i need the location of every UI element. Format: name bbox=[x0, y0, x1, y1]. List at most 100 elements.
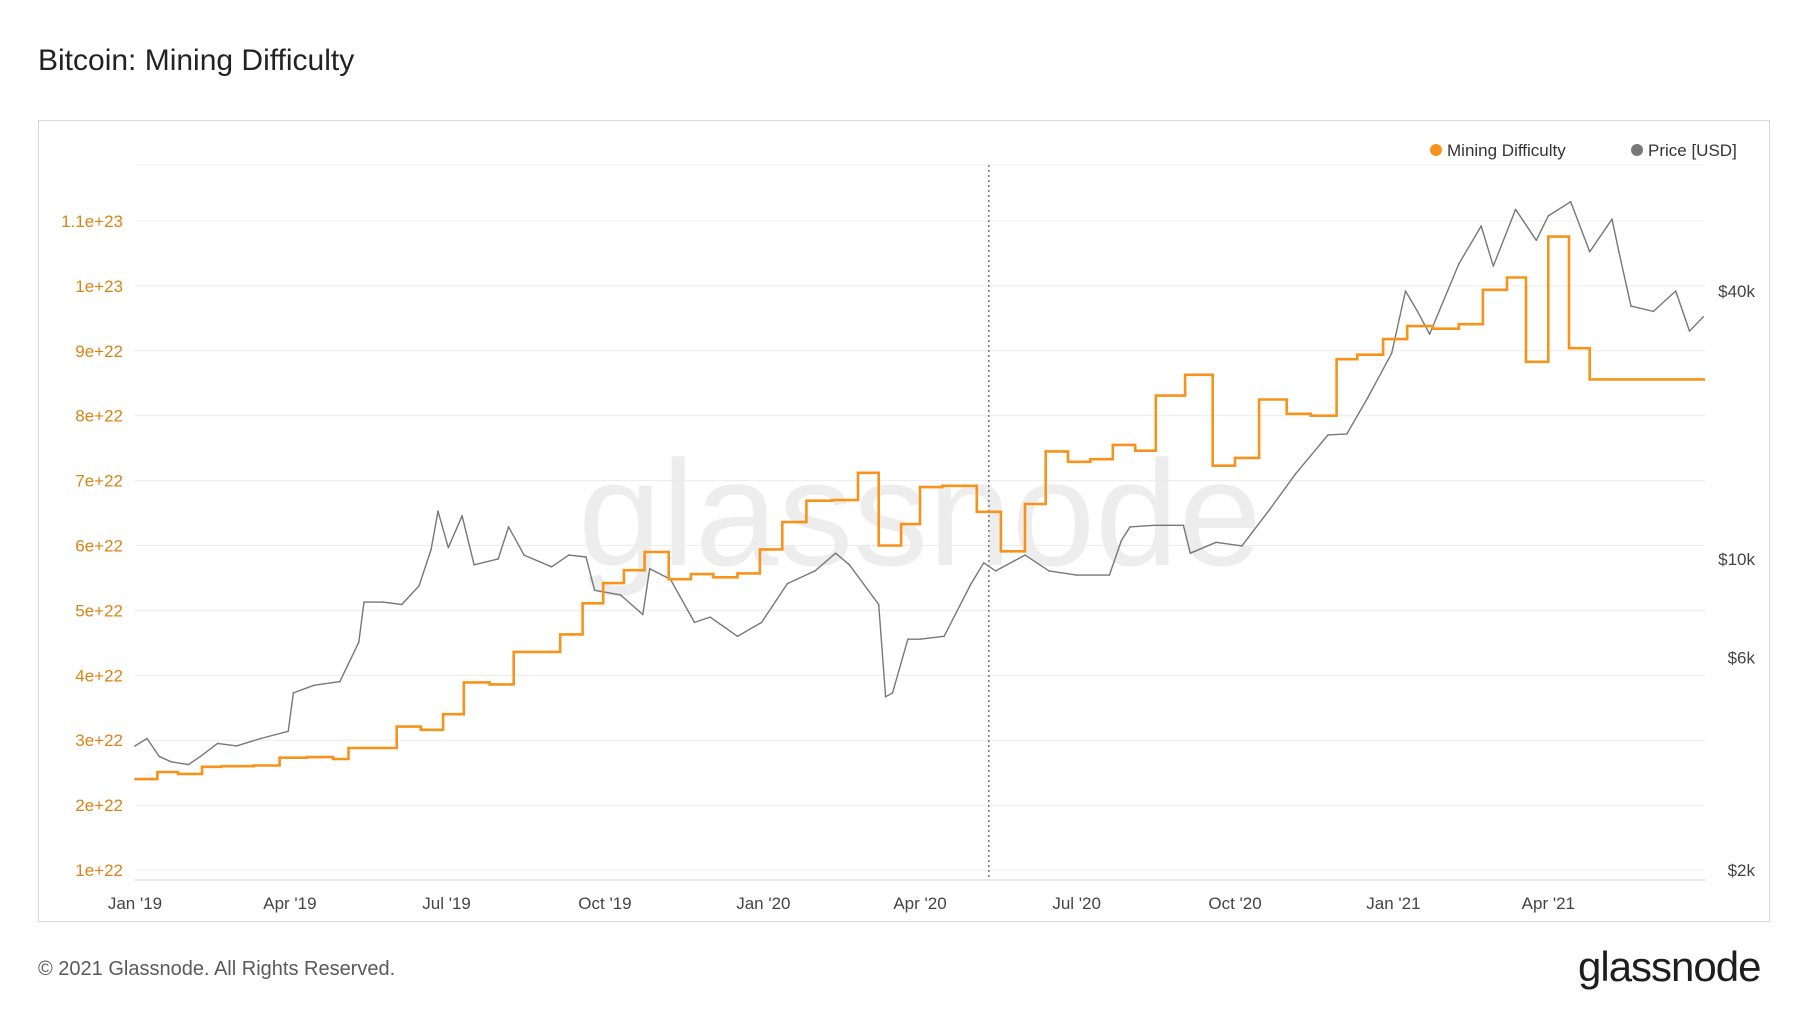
price-point bbox=[1458, 263, 1460, 265]
price-point bbox=[1702, 316, 1705, 318]
price-point bbox=[313, 684, 315, 687]
difficulty-point bbox=[419, 728, 422, 731]
price-point bbox=[1514, 208, 1517, 211]
price-point bbox=[1428, 333, 1431, 335]
legend-price-label: Price [USD] bbox=[1648, 141, 1737, 160]
difficulty-point bbox=[857, 471, 860, 474]
y-left-tick-label: 5e+22 bbox=[75, 601, 123, 620]
copyright-footer: © 2021 Glassnode. All Rights Reserved. bbox=[38, 958, 396, 980]
price-point bbox=[497, 558, 500, 560]
difficulty-point bbox=[1481, 288, 1484, 291]
difficulty-point bbox=[278, 756, 281, 759]
price-point bbox=[1390, 352, 1393, 354]
price-point bbox=[1024, 554, 1026, 556]
price-point bbox=[1618, 250, 1620, 253]
difficulty-point bbox=[1588, 378, 1591, 381]
x-tick-label: Apr '21 bbox=[1522, 894, 1575, 913]
price-point bbox=[1294, 473, 1297, 476]
difficulty-point bbox=[667, 578, 670, 581]
price-point bbox=[1327, 434, 1329, 436]
legend-difficulty-label: Mining Difficulty bbox=[1447, 141, 1566, 160]
glassnode-logo: glassnode bbox=[1578, 943, 1761, 990]
difficulty-point bbox=[462, 681, 465, 684]
price-point bbox=[884, 696, 887, 698]
y-left-tick-label: 2e+22 bbox=[75, 796, 123, 815]
difficulty-point bbox=[1382, 338, 1385, 341]
price-point bbox=[760, 621, 763, 624]
price-point bbox=[523, 554, 525, 556]
legend-price-dot bbox=[1631, 144, 1643, 156]
difficulty-point bbox=[1432, 327, 1435, 330]
difficulty-point bbox=[535, 650, 538, 653]
price-point bbox=[877, 603, 880, 606]
difficulty-point bbox=[643, 550, 646, 553]
price-point bbox=[1120, 539, 1123, 542]
difficulty-point bbox=[488, 683, 491, 686]
price-point bbox=[994, 570, 997, 572]
price-point bbox=[1404, 290, 1407, 292]
difficulty-point bbox=[622, 569, 625, 572]
x-tick-label: Apr '20 bbox=[893, 894, 946, 913]
price-point bbox=[1129, 526, 1131, 528]
y-left-tick-label: 1.1e+23 bbox=[61, 212, 123, 231]
price-point bbox=[158, 755, 160, 758]
difficulty-point bbox=[220, 765, 223, 768]
price-point bbox=[1241, 545, 1243, 547]
difficulty-point bbox=[512, 650, 515, 653]
price-point bbox=[339, 680, 341, 683]
difficulty-point bbox=[347, 746, 350, 749]
price-point bbox=[891, 692, 894, 694]
y-left-tick-label: 1e+23 bbox=[75, 277, 123, 296]
price-point bbox=[1674, 290, 1677, 292]
price-point bbox=[430, 548, 432, 551]
price-point bbox=[786, 582, 789, 585]
price-point bbox=[814, 570, 816, 572]
price-point bbox=[1215, 541, 1217, 544]
difficulty-point bbox=[1506, 276, 1509, 279]
price-point bbox=[199, 755, 202, 758]
x-tick-label: Jul '19 bbox=[422, 894, 471, 913]
price-point bbox=[1153, 524, 1155, 527]
chart-frame bbox=[38, 120, 1770, 922]
difficulty-point bbox=[1258, 398, 1261, 401]
difficulty-point bbox=[831, 499, 834, 502]
difficulty-point bbox=[877, 544, 880, 547]
y-left-tick-label: 4e+22 bbox=[75, 666, 123, 685]
y-right-tick-label: $10k bbox=[1718, 550, 1755, 569]
price-point bbox=[1480, 225, 1483, 227]
price-point bbox=[1569, 200, 1572, 203]
y-right-tick-label: $40k bbox=[1718, 282, 1755, 301]
difficulty-point bbox=[602, 582, 605, 585]
y-left-tick-label: 9e+22 bbox=[75, 342, 123, 361]
price-point bbox=[134, 745, 136, 747]
difficulty-point bbox=[900, 523, 903, 526]
price-series-line bbox=[134, 201, 1704, 766]
price-point bbox=[709, 616, 711, 618]
price-point bbox=[736, 635, 739, 638]
difficulty-point bbox=[1044, 450, 1047, 453]
difficulty-point bbox=[758, 548, 761, 551]
price-point bbox=[146, 737, 148, 740]
price-point bbox=[648, 568, 651, 570]
price-point bbox=[401, 603, 403, 606]
x-tick-label: Jan '20 bbox=[736, 894, 790, 913]
y-left-tick-label: 7e+22 bbox=[75, 472, 123, 491]
price-point bbox=[907, 638, 909, 641]
price-point bbox=[1535, 239, 1538, 242]
difficulty-point bbox=[805, 499, 808, 502]
x-tick-label: Oct '19 bbox=[578, 894, 631, 913]
difficulty-point bbox=[1234, 456, 1237, 459]
price-point bbox=[693, 621, 696, 624]
price-point bbox=[507, 526, 510, 528]
price-point bbox=[1611, 218, 1613, 220]
price-point bbox=[1075, 574, 1078, 576]
difficulty-point bbox=[1211, 464, 1214, 467]
price-point bbox=[969, 585, 971, 587]
difficulty-point bbox=[442, 713, 445, 716]
difficulty-point bbox=[581, 602, 584, 605]
difficulty-point bbox=[1285, 412, 1288, 415]
price-point bbox=[982, 562, 985, 564]
x-tick-label: Oct '20 bbox=[1208, 894, 1261, 913]
page-title: Bitcoin: Mining Difficulty bbox=[38, 44, 355, 77]
